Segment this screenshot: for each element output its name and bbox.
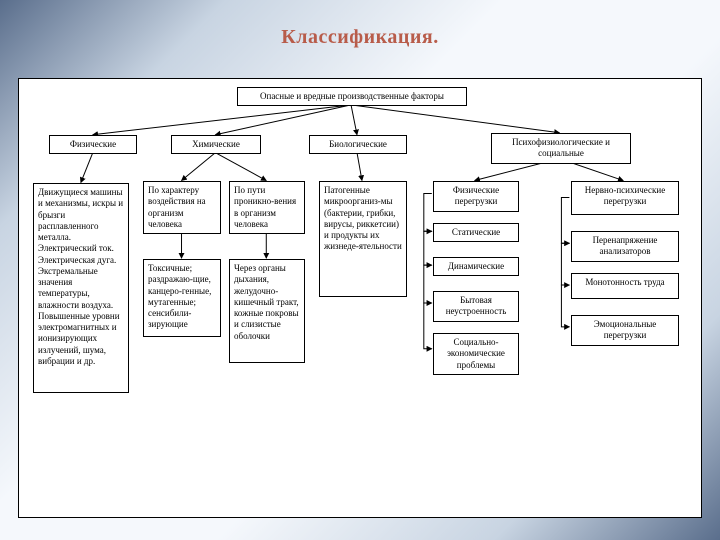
node-chem_b: По пути проникно-вения в организм челове… [229, 181, 305, 234]
node-chem_a2: Токсичные; раздражаю-щие, канцеро-генные… [143, 259, 221, 337]
node-bio_d: Патогенные микроорганиз-мы (бактерии, гр… [319, 181, 407, 297]
node-r4: Эмоциональные перегрузки [571, 315, 679, 346]
node-root: Опасные и вредные производственные факто… [237, 87, 467, 106]
node-r1: Нервно-психические перегрузки [571, 181, 679, 215]
node-chem_a: По характеру воздействия на организм чел… [143, 181, 221, 234]
page-title: Классификация. [0, 26, 720, 49]
node-r3: Монотонность труда [571, 273, 679, 299]
node-p3: Динамические [433, 257, 519, 276]
node-p1: Физические перегрузки [433, 181, 519, 212]
node-bio: Биологические [309, 135, 407, 154]
node-phys_d: Движущиеся машины и механизмы, искры и б… [33, 183, 129, 393]
node-phys: Физические [49, 135, 137, 154]
node-p5: Социально-экономические проблемы [433, 333, 519, 375]
node-chem: Химические [171, 135, 261, 154]
node-p2: Статические [433, 223, 519, 242]
node-psych: Психофизиологические и социальные [491, 133, 631, 164]
node-p4: Бытовая неустроенность [433, 291, 519, 322]
node-chem_b2: Через органы дыхания, желудочно-кишечный… [229, 259, 305, 363]
classification-diagram: Опасные и вредные производственные факто… [18, 78, 702, 518]
node-r2: Перенапряжение анализаторов [571, 231, 679, 262]
